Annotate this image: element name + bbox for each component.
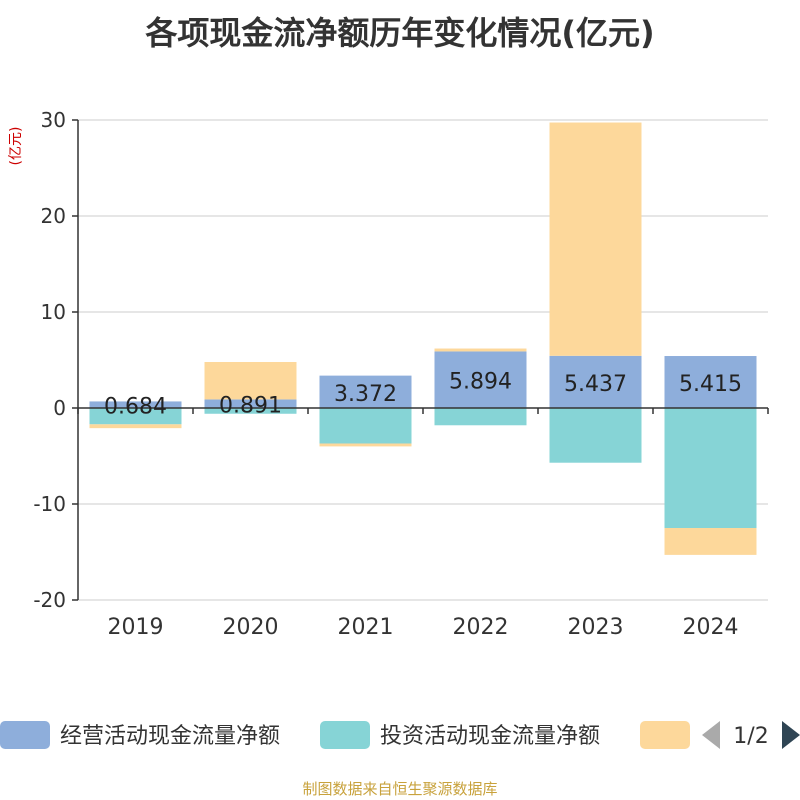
legend-swatch	[320, 721, 370, 749]
bar-2021-series-3	[319, 443, 412, 447]
legend-label: 投资活动现金流量净额	[380, 724, 600, 749]
data-label: 0.684	[104, 395, 167, 420]
x-tick-label-2024: 2024	[683, 615, 739, 640]
bar-2022-series-3	[434, 348, 527, 352]
legend: 经营活动现金流量净额 投资活动现金流量净额 1/2	[0, 721, 800, 749]
axes: 30 20 10 0 -10 -20 2019 2020 2021 2022 2023 2024	[33, 108, 769, 640]
legend-item-2: 投资活动现金流量净额	[320, 721, 600, 749]
legend-next-page-icon[interactable]	[782, 721, 800, 749]
bar-2024-series-2	[664, 408, 757, 528]
y-tick-label: 30	[41, 108, 66, 132]
bar-2019-series-2	[89, 408, 182, 425]
bar-2019-series-1	[89, 401, 182, 408]
data-label: 5.415	[679, 372, 742, 397]
bar-2024-series-3	[664, 528, 757, 555]
bar-2020-series-1	[204, 399, 297, 408]
y-tick-label: 10	[41, 300, 66, 324]
y-tick-label: -20	[33, 588, 66, 612]
bar-2023-series-2	[549, 408, 642, 463]
source-note: 制图数据来自恒生聚源数据库	[302, 780, 498, 798]
bar-2020-series-2	[204, 408, 297, 414]
legend-prev-page-icon[interactable]	[702, 721, 720, 749]
legend-item-3	[640, 721, 690, 749]
data-labels: 0.684 0.891 3.372 5.894 5.437 5.415	[104, 370, 742, 420]
bar-2019-series-3	[89, 424, 182, 429]
x-tick-label-2021: 2021	[338, 615, 394, 640]
x-tick-label-2023: 2023	[568, 615, 624, 640]
data-label: 5.894	[449, 370, 512, 395]
legend-swatch	[640, 721, 690, 749]
legend-page-indicator: 1/2	[733, 724, 768, 749]
bar-2022-series-1	[434, 351, 527, 408]
bar-layer	[89, 122, 757, 555]
y-axis-unit-label: (亿元)	[8, 127, 24, 166]
bar-2024-series-1	[664, 356, 757, 408]
x-tick-label-2022: 2022	[453, 615, 509, 640]
legend-label: 经营活动现金流量净额	[60, 724, 280, 749]
bar-2021-series-2	[319, 408, 412, 444]
bar-2021-series-1	[319, 375, 412, 408]
data-label: 0.891	[219, 394, 282, 419]
legend-item-1: 经营活动现金流量净额	[0, 721, 280, 749]
x-tick-label-2019: 2019	[108, 615, 164, 640]
chart-title: 各项现金流净额历年变化情况(亿元)	[145, 14, 655, 52]
x-tick-label-2020: 2020	[223, 615, 279, 640]
bar-2023-series-3	[549, 122, 642, 356]
y-tick-label: 0	[53, 396, 66, 420]
bar-2023-series-1	[549, 355, 642, 408]
legend-swatch	[0, 721, 50, 749]
data-label: 5.437	[564, 372, 627, 397]
bar-2022-series-2	[434, 408, 527, 426]
data-label: 3.372	[334, 382, 397, 407]
bar-2020-series-3	[204, 362, 297, 400]
y-tick-label: 20	[41, 204, 66, 228]
y-tick-label: -10	[33, 492, 66, 516]
